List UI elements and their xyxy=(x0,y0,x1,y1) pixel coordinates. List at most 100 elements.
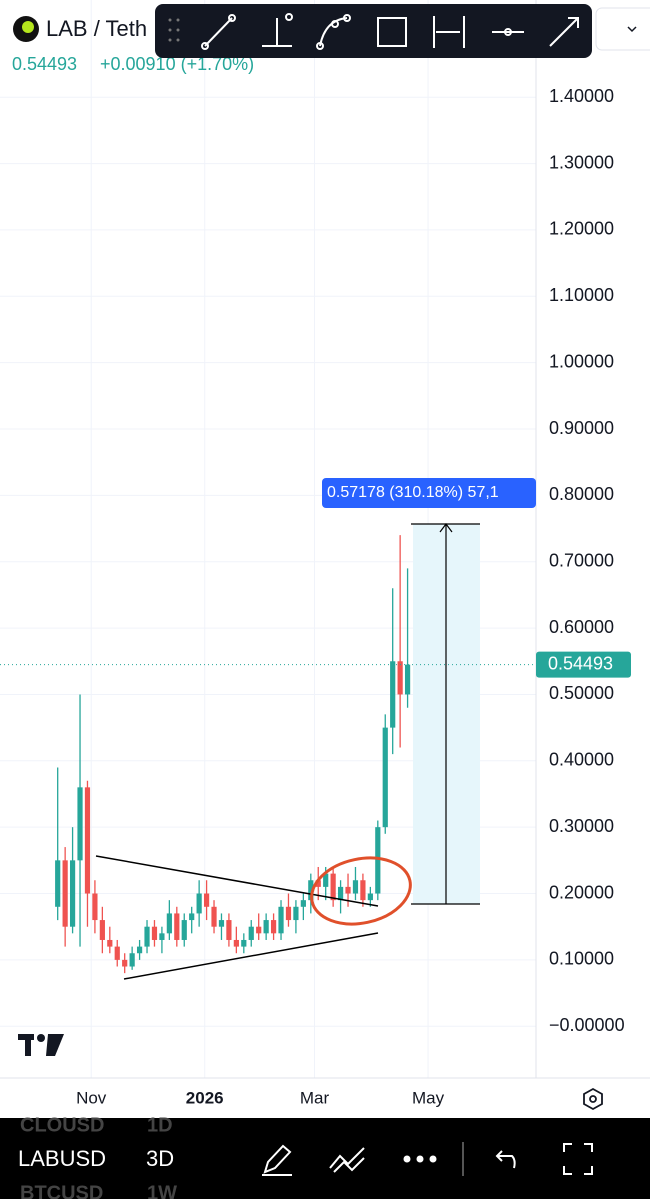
y-tick-label: 0.70000 xyxy=(549,550,614,570)
undo-icon[interactable] xyxy=(495,1150,516,1169)
candle-body xyxy=(270,920,277,934)
y-tick-label: 0.20000 xyxy=(549,882,614,902)
measure-label: 0.57178 (310.18%) 57,1 xyxy=(327,484,499,501)
candle-body xyxy=(114,946,120,960)
pattern-icon[interactable] xyxy=(329,1147,365,1173)
bottom-bar xyxy=(0,1118,650,1199)
pen-icon[interactable] xyxy=(262,1144,292,1176)
last-price: 0.54493 xyxy=(12,54,77,74)
candle-body xyxy=(315,880,321,887)
y-tick-label: 1.10000 xyxy=(549,285,614,305)
candle-body xyxy=(375,827,381,894)
candle-body xyxy=(69,860,76,927)
candle-body xyxy=(337,886,344,901)
candle-body xyxy=(62,860,68,927)
candle-body xyxy=(144,926,150,947)
candle-body xyxy=(390,661,396,728)
prev-symbol[interactable]: CLOUSD xyxy=(20,1114,104,1136)
y-tick-label: 0.30000 xyxy=(549,816,614,836)
tool-path[interactable] xyxy=(316,14,351,50)
y-tick-label: 0.60000 xyxy=(549,617,614,637)
price-change: +0.00910 (+1.70%) xyxy=(100,54,254,74)
candle-body xyxy=(99,920,105,940)
candle-body xyxy=(263,920,269,934)
candle-body xyxy=(203,893,210,907)
candle-body xyxy=(382,727,388,828)
x-tick-label: Nov xyxy=(76,1088,107,1107)
tool-vertical[interactable] xyxy=(262,13,293,47)
candle-body xyxy=(107,939,113,947)
candle-body xyxy=(226,920,232,940)
candle-body xyxy=(77,787,83,861)
candle-body xyxy=(122,959,128,967)
tool-arrow[interactable] xyxy=(549,17,579,47)
candle-body xyxy=(308,880,314,901)
drawing-toolbar xyxy=(155,4,592,58)
candle-body xyxy=(196,893,202,914)
candle-body xyxy=(330,873,336,901)
y-tick-label: 0.80000 xyxy=(549,484,614,504)
last-price-tag xyxy=(536,651,631,678)
candle-body xyxy=(285,906,292,921)
y-tick-label: 1.40000 xyxy=(549,86,614,106)
candle-body xyxy=(323,873,329,887)
next-symbol[interactable]: BTCUSD xyxy=(20,1182,103,1199)
candle-body xyxy=(189,913,195,921)
prev-interval[interactable]: 1D xyxy=(147,1114,173,1136)
bottom-icons xyxy=(262,1142,593,1176)
candle-body xyxy=(129,953,135,967)
dropdown[interactable] xyxy=(595,7,650,51)
y-tick-label: 0.40000 xyxy=(549,750,614,770)
logo-inner xyxy=(22,21,34,33)
candle-body xyxy=(55,860,61,907)
candle-body xyxy=(159,933,165,940)
tool-trendline[interactable] xyxy=(201,14,236,50)
candle-body xyxy=(300,900,306,907)
candle-body xyxy=(248,926,254,940)
y-tick-label: 0.10000 xyxy=(549,949,614,969)
x-tick-label: May xyxy=(412,1088,445,1107)
candle-body xyxy=(397,661,403,695)
fullscreen-icon[interactable] xyxy=(563,1143,593,1175)
candle-body xyxy=(233,939,239,947)
symbol-title: LAB / Teth xyxy=(46,16,147,41)
candle-body xyxy=(92,893,98,921)
candle-body xyxy=(367,893,373,901)
toolbar-bg xyxy=(155,4,592,58)
candle-body xyxy=(181,920,187,940)
y-tick-label: 1.00000 xyxy=(549,351,614,371)
trendline xyxy=(123,932,379,980)
x-tick-label: 2026 xyxy=(186,1088,224,1107)
candle-body xyxy=(174,913,180,940)
highlight-circle xyxy=(310,856,412,926)
candle-body xyxy=(345,886,351,894)
symbol[interactable]: LABUSD xyxy=(18,1146,106,1171)
candle-body xyxy=(211,906,217,927)
dropdown-caret xyxy=(627,26,637,33)
y-tick-label: 0.90000 xyxy=(549,418,614,438)
tool-rect[interactable] xyxy=(377,17,407,47)
measure-label-bg xyxy=(322,478,536,508)
candle-body xyxy=(136,946,143,954)
more-icon[interactable] xyxy=(403,1155,437,1163)
candle-body xyxy=(404,664,411,695)
next-interval[interactable]: 1W xyxy=(147,1182,177,1199)
y-tick-label: −0.00000 xyxy=(549,1015,625,1035)
candle-body xyxy=(256,926,262,934)
tool-horizontal[interactable] xyxy=(492,28,524,36)
candle-body xyxy=(360,880,366,901)
toolbar-handle xyxy=(168,18,180,42)
last-price-label: 0.54493 xyxy=(548,653,613,673)
tv-logo xyxy=(18,1034,64,1056)
candle-body xyxy=(151,926,158,940)
candle-body xyxy=(278,906,284,934)
settings-icon[interactable] xyxy=(583,1087,603,1111)
trendline xyxy=(95,855,379,907)
axis: 1.40000 1.30000 1.20000 1.10000 1.00000 0.900… xyxy=(76,86,631,1107)
y-tick-label: 1.20000 xyxy=(549,219,614,239)
y-tick-label: 1.30000 xyxy=(549,152,614,172)
interval[interactable]: 3D xyxy=(146,1146,174,1171)
candle-body xyxy=(84,787,91,894)
tool-range[interactable] xyxy=(433,16,465,48)
